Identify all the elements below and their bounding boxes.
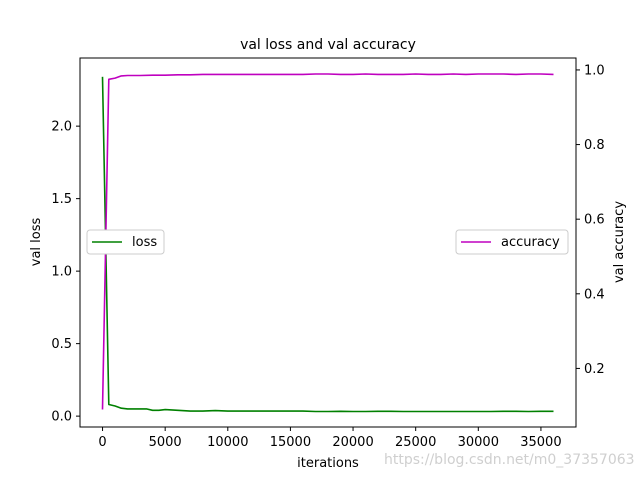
y-left-tick-label: 1.0 [51,265,72,280]
x-tick-label: 5000 [149,435,182,450]
legend-accuracy-box [455,229,569,255]
y-right-tick-label: 0.6 [584,213,605,228]
x-tick-label: 35000 [520,435,561,450]
legend-loss: loss [86,229,165,255]
x-tick-label: 20000 [332,435,373,450]
x-tick-label: 25000 [395,435,436,450]
series-line-loss [101,76,554,413]
y-right-tick-label: 0.8 [584,138,605,153]
x-tick-label: 15000 [270,435,311,450]
y-right-tick-label: 0.4 [584,287,605,302]
series-line-accuracy [101,73,554,410]
watermark: https://blog.csdn.net/m0_37357063 [384,452,635,468]
x-axis-label: iterations [297,456,359,471]
y-right-tick-label: 0.2 [584,362,605,377]
chart-title: val loss and val accuracy [240,37,416,53]
legend-loss-label: loss [132,235,157,250]
legend-accuracy-label: accuracy [501,235,560,250]
legend-accuracy: accuracy [455,229,569,255]
series-layer [101,73,554,413]
y-left-tick-label: 0.0 [51,410,72,425]
y-left-tick-label: 0.5 [51,337,72,352]
legend-loss-box [86,229,165,255]
plot-frame [79,57,577,428]
y-right-tick-label: 1.0 [584,63,605,78]
axes-layer: 0 5000 10000 15000 20000 25000 30000 35000 0.0 0.… [51,57,605,450]
y-left-tick-label: 1.5 [51,192,72,207]
x-tick-label: 30000 [458,435,499,450]
x-tick-label: 10000 [207,435,248,450]
x-tick-label: 0 [98,435,106,450]
y-left-tick-label: 2.0 [51,120,72,135]
y-axis-label-right: val accuracy [612,201,627,283]
y-axis-label-left: val loss [29,218,44,267]
